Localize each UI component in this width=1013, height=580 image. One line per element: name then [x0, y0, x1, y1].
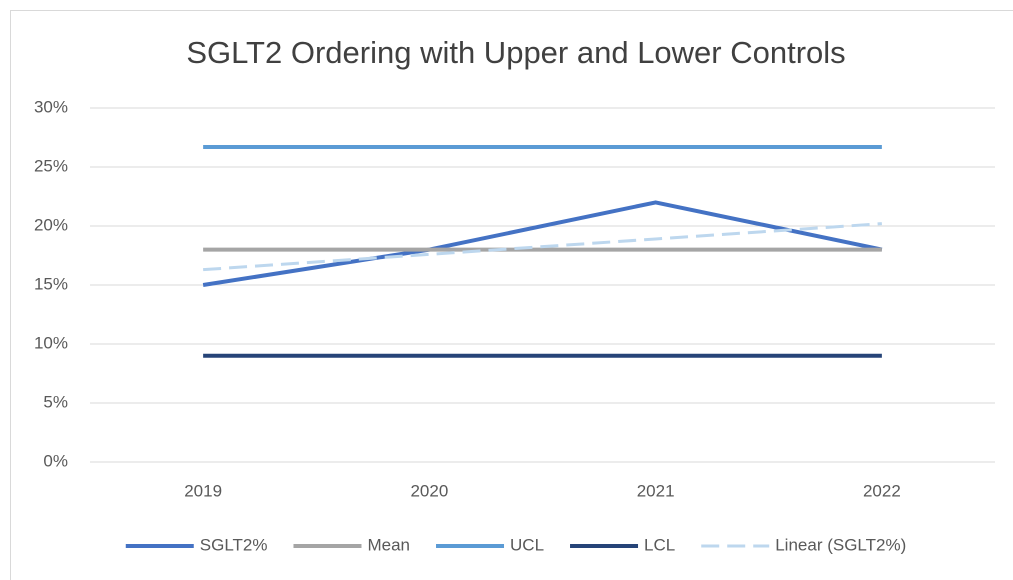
series-line — [202, 200, 883, 287]
y-tick-label: 10% — [34, 333, 68, 352]
legend-label: Linear (SGLT2%) — [775, 535, 906, 554]
x-tick-label: 2022 — [863, 481, 901, 500]
legend-label: SGLT2% — [200, 535, 268, 554]
x-tick-label: 2019 — [184, 481, 222, 500]
y-tick-label: 25% — [34, 156, 68, 175]
legend-label: Mean — [367, 535, 410, 554]
x-tick-label: 2020 — [410, 481, 448, 500]
chart-frame — [10, 10, 1013, 580]
y-tick-label: 20% — [34, 215, 68, 234]
y-tick-label: 5% — [43, 392, 68, 411]
legend-label: UCL — [510, 535, 544, 554]
chart-title: SGLT2 Ordering with Upper and Lower Cont… — [186, 35, 845, 70]
y-tick-label: 30% — [34, 97, 68, 116]
y-tick-label: 0% — [43, 451, 68, 470]
legend-label: LCL — [644, 535, 675, 554]
series-line — [203, 222, 882, 272]
y-tick-label: 15% — [34, 274, 68, 293]
x-tick-label: 2021 — [637, 481, 675, 500]
